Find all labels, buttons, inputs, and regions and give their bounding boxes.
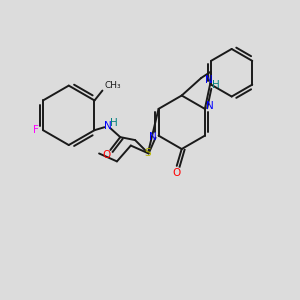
Text: N: N [206, 101, 214, 111]
Text: H: H [110, 118, 118, 128]
Text: O: O [102, 150, 110, 160]
Text: S: S [145, 148, 151, 158]
Text: O: O [172, 168, 181, 178]
Text: H: H [212, 80, 220, 90]
Text: N: N [205, 75, 213, 85]
Text: F: F [33, 125, 39, 135]
Text: N: N [149, 132, 157, 142]
Text: N: N [103, 121, 111, 131]
Text: CH₃: CH₃ [104, 81, 121, 90]
